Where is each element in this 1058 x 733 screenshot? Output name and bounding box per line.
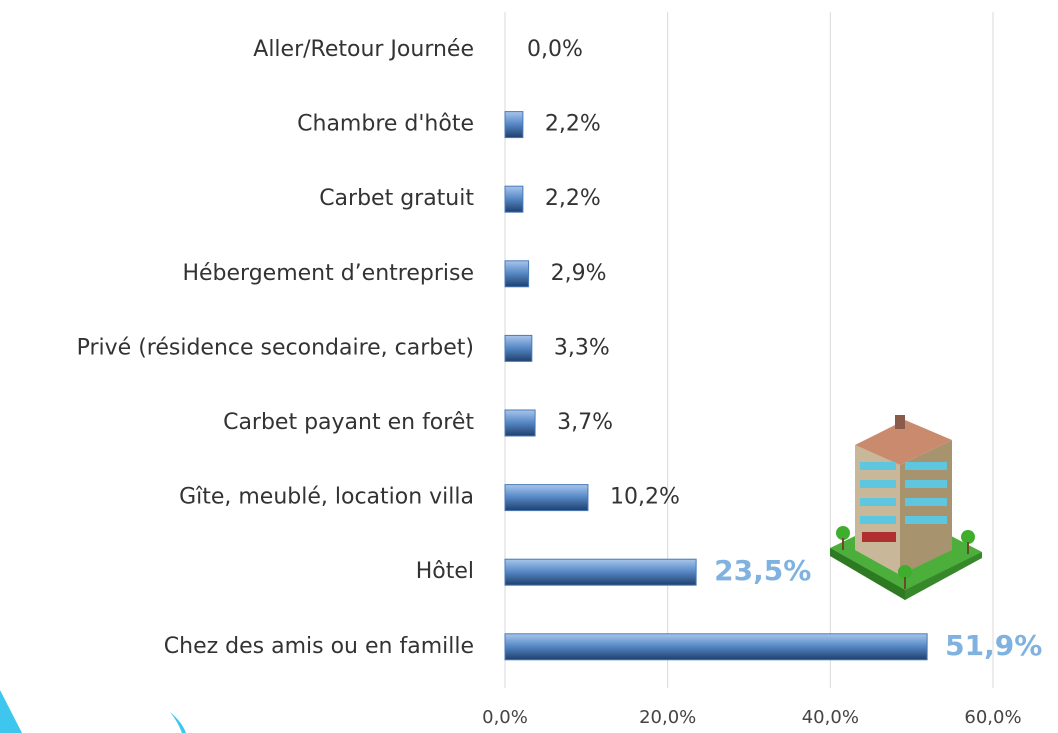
data-label: 2,9% — [551, 261, 607, 286]
data-label: 3,7% — [557, 410, 613, 435]
data-label: 51,9% — [945, 629, 1042, 662]
bar — [504, 484, 589, 512]
data-label: 10,2% — [610, 485, 680, 510]
bar — [504, 409, 536, 437]
x-tick-label: 40,0% — [802, 707, 859, 728]
y-tick-label: Gîte, meublé, location villa — [179, 485, 474, 510]
bar — [504, 558, 697, 586]
y-tick-label: Hébergement d’entreprise — [182, 261, 474, 286]
decoration — [0, 690, 22, 733]
y-tick-label: Aller/Retour Journée — [253, 37, 474, 62]
data-label: 2,2% — [545, 112, 601, 137]
x-tick-label: 20,0% — [639, 707, 696, 728]
data-label: 2,2% — [545, 186, 601, 211]
bar — [504, 633, 928, 661]
bar — [504, 334, 533, 362]
data-label: 0,0% — [527, 37, 583, 62]
hotel-icon — [830, 415, 982, 600]
decoration — [170, 712, 186, 733]
bar — [504, 260, 530, 288]
y-tick-label: Hôtel — [416, 559, 474, 584]
y-tick-label: Carbet gratuit — [319, 186, 474, 211]
y-tick-label: Privé (résidence secondaire, carbet) — [77, 335, 474, 360]
x-tick-label: 0,0% — [482, 707, 528, 728]
data-label: 23,5% — [714, 554, 811, 587]
bar — [504, 111, 524, 139]
y-tick-label: Chez des amis ou en famille — [164, 634, 474, 659]
y-tick-label: Chambre d'hôte — [297, 112, 474, 137]
bar — [504, 185, 524, 213]
data-label: 3,3% — [554, 335, 610, 360]
y-tick-label: Carbet payant en forêt — [223, 410, 474, 435]
x-tick-label: 60,0% — [964, 707, 1021, 728]
